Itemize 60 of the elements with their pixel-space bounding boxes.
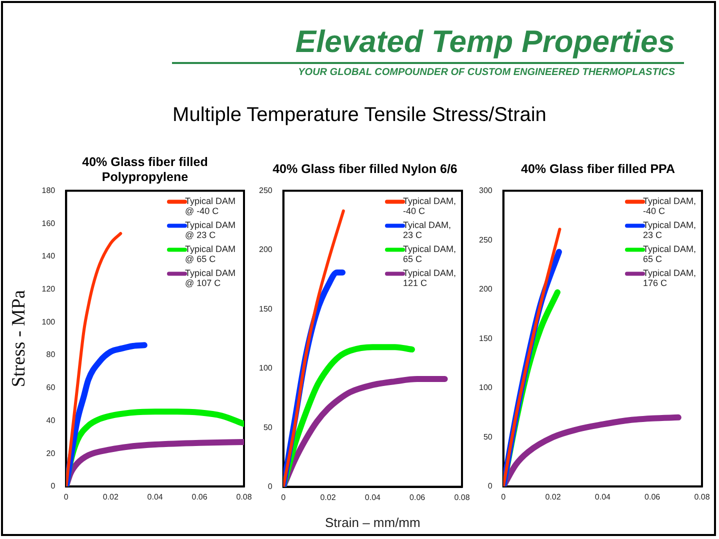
y-tick-label: 200 (258, 245, 273, 254)
x-tick-label: 0.02 (545, 492, 562, 502)
y-tick-label: 140 (42, 252, 56, 261)
legend-label: Typical DAM, -40 C (403, 196, 456, 216)
legend-label: Typical DAM @ 65 C (185, 244, 236, 264)
y-tick-label: 150 (478, 334, 493, 343)
legend-label: Typical DAM, 65 C (643, 244, 696, 264)
y-tick-label: 200 (478, 284, 493, 294)
x-tick-label: 0.06 (644, 492, 661, 502)
line-series (66, 232, 122, 486)
x-tick-label: 0.08 (454, 492, 470, 502)
y-tick-label: 120 (42, 284, 56, 294)
line-series (283, 209, 345, 487)
x-tick-label: 0.02 (102, 492, 119, 502)
legend-label: Tyical DAM, 23 C (403, 220, 452, 240)
y-tick-label: 180 (42, 186, 56, 196)
x-tick-label: 0 (501, 492, 506, 502)
y-tick-label: 250 (258, 186, 273, 196)
y-tick-label: 160 (42, 218, 56, 228)
chart-title: 40% Glass fiber filled Nylon 6/6 (272, 162, 458, 177)
y-tick-label: 50 (263, 422, 273, 432)
x-tick-label: 0.04 (594, 492, 612, 502)
x-tick-label: 0.02 (320, 492, 336, 502)
y-tick-label: 100 (42, 317, 56, 326)
x-tick-label: 0 (281, 492, 286, 502)
x-tick-label: 0.06 (410, 492, 426, 502)
y-tick-label: 60 (46, 383, 56, 392)
chart-title: 40% Glass fiber filled PPA (520, 162, 676, 177)
x-tick-label: 0.08 (236, 492, 252, 502)
x-tick-label: 0.04 (364, 492, 382, 502)
text: Elevated Temp Properties (295, 24, 675, 60)
legend-label: Typical DAM, 121 C (403, 268, 456, 288)
y-tick-label: 0 (50, 482, 56, 491)
y-tick-label: 150 (258, 304, 273, 314)
legend-label: Typical DAM, -40 C (643, 196, 696, 216)
text: Multiple Temperature Tensile Stress/Strain (172, 104, 548, 127)
y-tick-label: 300 (478, 186, 493, 196)
x-tick-label: 0.04 (147, 492, 164, 502)
x-tick-label: 0.06 (192, 492, 208, 502)
y-tick-label: 80 (46, 350, 56, 360)
chart-title: 40% Glass fiber filled Polypropylene (81, 155, 209, 185)
legend-label: Typical DAM @ 23 C (185, 220, 236, 240)
legend-label: Typical DAM @ 107 C (185, 268, 236, 288)
legend-label: Typical DAM, 65 C (403, 244, 456, 264)
y-tick-label: 100 (478, 383, 493, 392)
x-axis-title: Strain – mm/mm (325, 514, 420, 530)
x-tick-label: 0.08 (694, 492, 710, 502)
y-tick-label: 20 (46, 448, 56, 458)
y-tick-label: 250 (478, 235, 493, 244)
y-tick-label: 100 (258, 364, 273, 373)
legend-label: Typical DAM, 23 C (643, 220, 696, 240)
y-tick-label: 40 (46, 416, 56, 425)
y-tick-label: 0 (488, 482, 493, 491)
y-tick-label: 50 (483, 432, 493, 442)
y-tick-label: 0 (268, 482, 273, 492)
legend-label: Typical DAM, 176 C (643, 268, 696, 288)
text: YOUR GLOBAL COMPOUNDER OF CUSTOM ENGINEERED THERMOPLASTICS (298, 67, 675, 78)
legend-label: Typical DAM @ -40 C (185, 196, 236, 216)
x-tick-label: 0 (64, 492, 69, 502)
y-axis-title: Stress - MPa (8, 289, 30, 388)
